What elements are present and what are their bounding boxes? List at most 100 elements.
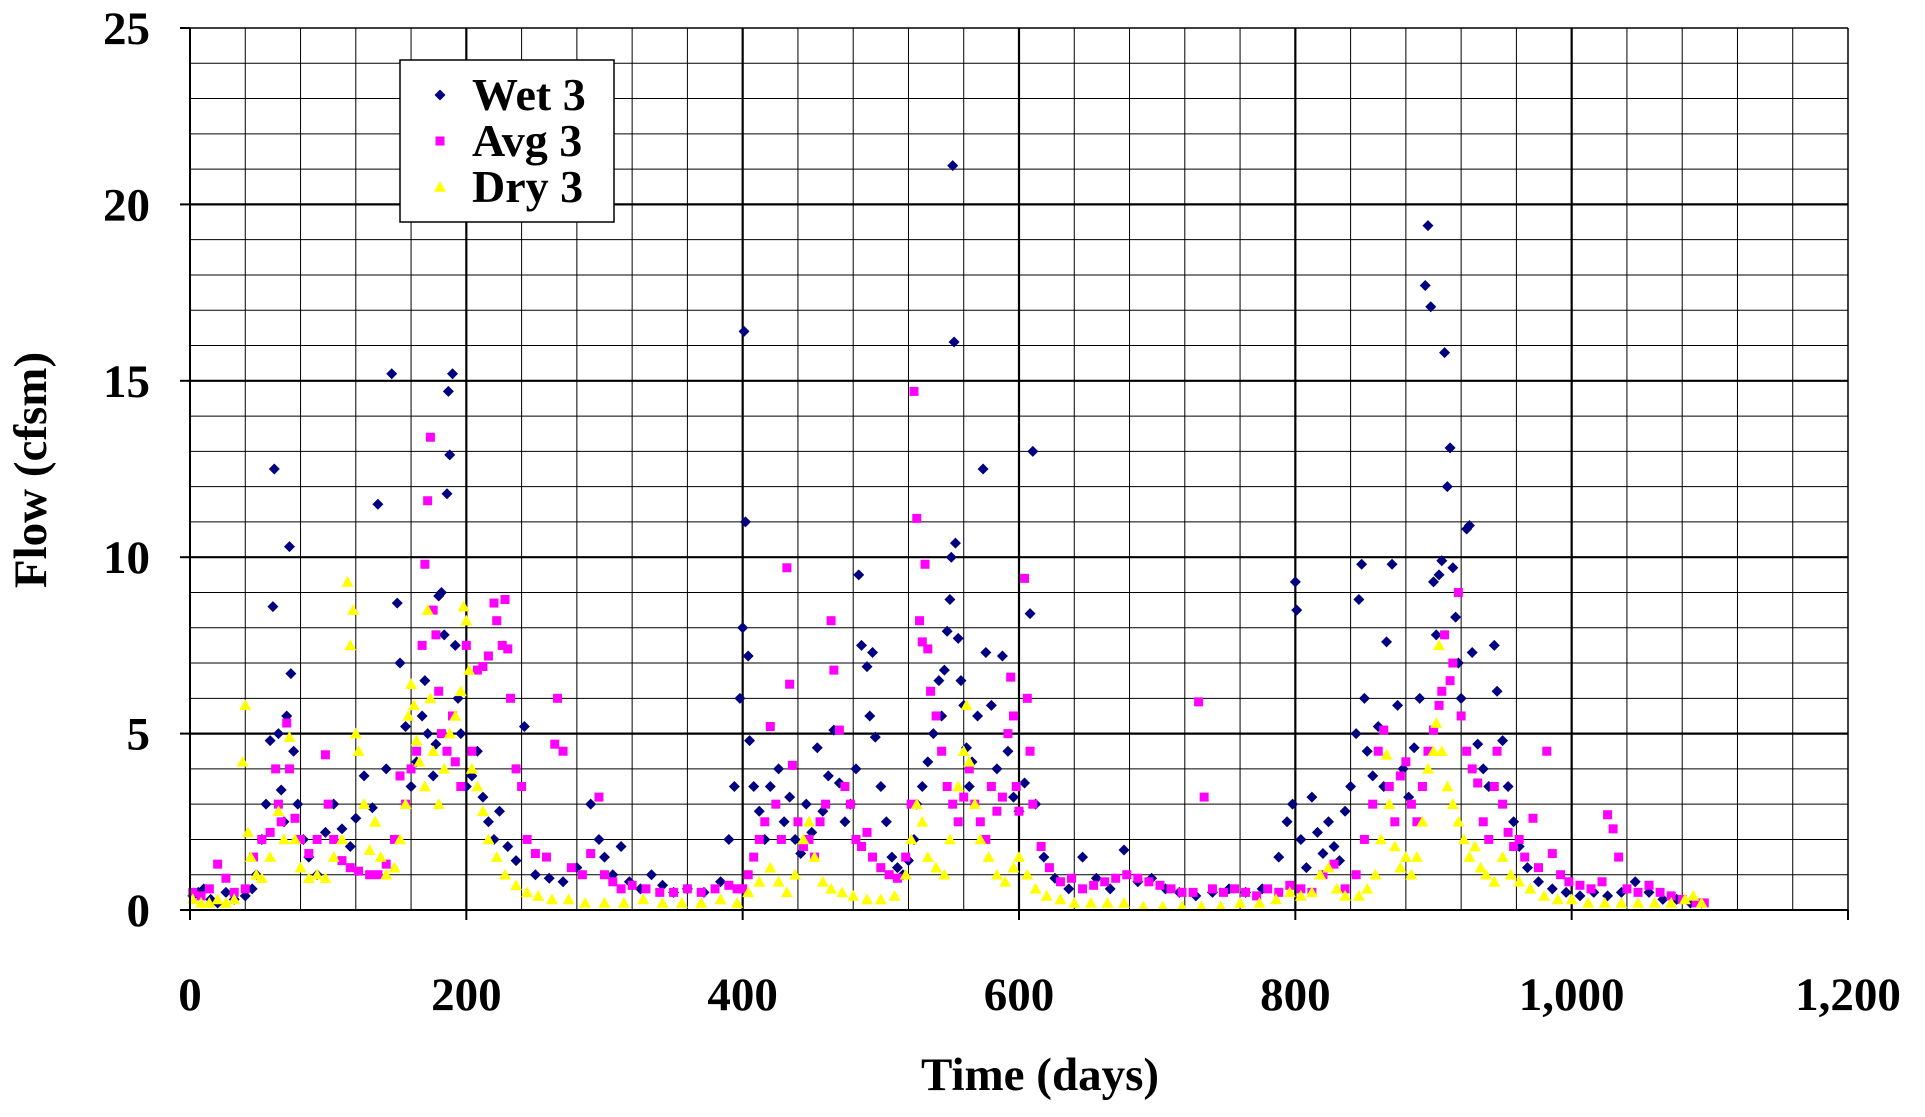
data-point — [737, 622, 749, 634]
data-point — [999, 875, 1012, 887]
data-point — [424, 692, 437, 704]
data-point — [1289, 576, 1301, 588]
data-point — [312, 834, 322, 844]
data-point — [724, 880, 734, 890]
data-point — [744, 735, 756, 747]
data-point — [1156, 900, 1169, 912]
x-tick-label: 1,000 — [1519, 969, 1625, 1021]
data-point — [236, 755, 249, 767]
data-point — [456, 782, 466, 792]
data-point — [910, 798, 923, 809]
data-point — [1369, 868, 1382, 880]
data-point — [945, 551, 957, 563]
data-point — [272, 728, 284, 740]
data-point — [593, 833, 605, 845]
data-point — [1608, 824, 1618, 834]
data-point — [1406, 799, 1416, 809]
data-point — [957, 745, 970, 757]
data-point — [1019, 777, 1031, 789]
data-point — [1509, 841, 1519, 851]
data-point — [778, 816, 790, 828]
data-point — [406, 764, 416, 774]
x-tick-label: 1,200 — [1795, 969, 1901, 1021]
data-point — [521, 886, 534, 898]
data-point — [1521, 862, 1533, 874]
data-point — [1504, 868, 1517, 880]
data-point — [1575, 880, 1585, 890]
data-point — [906, 799, 916, 809]
data-point — [386, 368, 398, 380]
data-point — [335, 833, 348, 845]
data-point — [826, 616, 836, 626]
data-point — [195, 896, 208, 908]
data-point — [1484, 834, 1494, 844]
data-point — [710, 884, 720, 894]
data-point — [1478, 817, 1488, 827]
data-point — [1472, 738, 1484, 750]
data-point — [1269, 893, 1282, 905]
data-point — [1166, 884, 1176, 894]
data-point — [1474, 861, 1487, 873]
data-point — [637, 893, 650, 905]
data-point — [1436, 555, 1448, 567]
data-point — [655, 887, 665, 897]
data-point — [938, 868, 951, 880]
data-point — [996, 650, 1008, 662]
y-tick-label: 0 — [127, 885, 151, 937]
data-point — [447, 368, 459, 380]
data-point — [952, 632, 964, 644]
data-point — [292, 798, 304, 810]
data-point — [784, 791, 796, 803]
legend-marker — [435, 136, 445, 146]
data-point — [787, 760, 797, 770]
data-point — [1428, 576, 1439, 588]
data-point — [1429, 725, 1438, 735]
data-point — [1467, 764, 1477, 774]
data-point — [1100, 877, 1110, 887]
data-point — [862, 827, 872, 837]
data-point — [997, 792, 1007, 802]
data-point — [1241, 887, 1251, 897]
data-point — [1401, 757, 1411, 767]
data-point — [1384, 782, 1394, 792]
data-point — [350, 812, 362, 824]
data-point — [402, 709, 415, 721]
data-point — [518, 721, 530, 733]
data-point — [490, 851, 503, 862]
data-point — [267, 601, 279, 613]
data-point — [992, 806, 1002, 816]
data-point — [829, 665, 839, 675]
data-point — [477, 791, 489, 803]
data-point — [922, 756, 934, 768]
data-point — [1631, 896, 1644, 908]
data-point — [1480, 868, 1493, 880]
data-point — [773, 763, 785, 775]
data-point — [450, 757, 460, 767]
data-point — [577, 870, 587, 880]
data-point — [423, 496, 433, 506]
data-point — [1462, 746, 1472, 756]
data-point — [1514, 834, 1524, 844]
data-point — [529, 869, 541, 881]
data-point — [645, 869, 657, 881]
data-point — [1350, 728, 1362, 740]
data-point — [1176, 900, 1189, 912]
data-point — [1414, 692, 1426, 704]
data-point — [1194, 697, 1204, 707]
data-point — [1678, 893, 1691, 905]
data-point — [1433, 569, 1445, 581]
data-point — [953, 817, 963, 827]
legend-label: Avg 3 — [472, 115, 582, 166]
data-point — [1524, 882, 1537, 894]
data-point — [1598, 896, 1611, 908]
data-point — [905, 833, 918, 845]
data-point — [1456, 711, 1466, 721]
data-point — [1118, 896, 1131, 908]
data-point — [714, 893, 727, 905]
data-point — [963, 781, 975, 793]
data-point — [1177, 887, 1187, 897]
data-point — [319, 872, 332, 884]
data-point — [825, 882, 838, 894]
data-point — [909, 386, 919, 396]
